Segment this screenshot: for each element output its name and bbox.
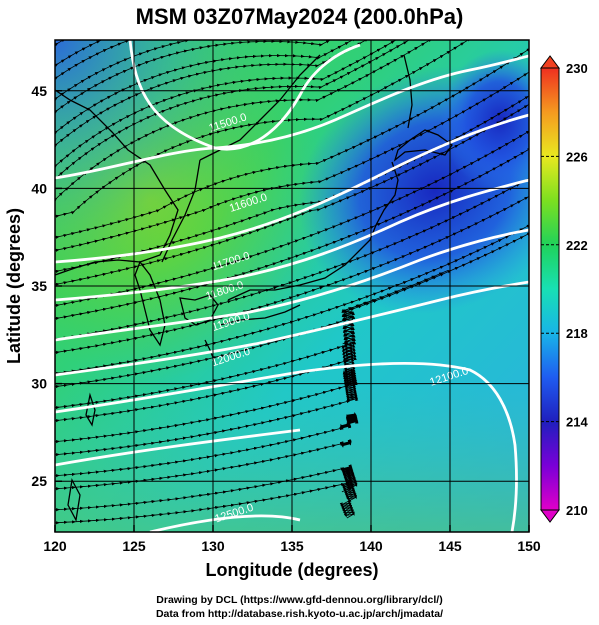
colorbar-tick-label: 230 bbox=[566, 61, 588, 76]
y-axis-label: Latitude (degrees) bbox=[4, 208, 24, 364]
chart-title: MSM 03Z07May2024 (200.0hPa) bbox=[135, 4, 464, 29]
footer-credit-dcl: Drawing by DCL (https://www.gfd-dennou.o… bbox=[156, 594, 443, 606]
colorbar-min-arrow bbox=[540, 509, 560, 523]
height-contours bbox=[55, 40, 529, 532]
wind-streamlines bbox=[55, 40, 529, 525]
x-tick-label: 145 bbox=[438, 538, 462, 554]
x-tick-label: 140 bbox=[359, 538, 383, 554]
x-tick-label: 150 bbox=[517, 538, 541, 554]
y-tick-label: 30 bbox=[31, 376, 47, 392]
colorbar-tick-label: 222 bbox=[566, 238, 588, 253]
y-tick-label: 25 bbox=[31, 473, 47, 489]
x-tick-label: 120 bbox=[43, 538, 67, 554]
colorbar-bar bbox=[540, 67, 560, 511]
colorbar-tick-label: 226 bbox=[566, 149, 588, 164]
y-tick-label: 40 bbox=[31, 180, 47, 196]
y-tick-label: 45 bbox=[31, 83, 47, 99]
x-tick-label: 135 bbox=[280, 538, 304, 554]
streamline bbox=[55, 479, 357, 525]
colorbar-ticks: 210 214 218 222 226 230 bbox=[541, 61, 588, 518]
y-tick-label: 35 bbox=[31, 278, 47, 294]
x-axis-label: Longitude (degrees) bbox=[205, 560, 378, 580]
y-axis-ticks: 25 30 35 40 45 bbox=[31, 83, 62, 489]
colorbar-tick-label: 218 bbox=[566, 326, 588, 341]
footer-credit-data: Data from http://database.rish.kyoto-u.a… bbox=[155, 608, 444, 620]
x-tick-label: 130 bbox=[201, 538, 225, 554]
colorbar-max-arrow bbox=[540, 55, 560, 69]
x-axis-ticks: 120 125 130 135 140 145 150 bbox=[43, 525, 541, 554]
lat-lon-grid bbox=[55, 40, 529, 532]
colorbar: 210 214 218 222 226 230 bbox=[540, 55, 588, 523]
colorbar-tick-label: 210 bbox=[566, 503, 588, 518]
colorbar-tick-label: 214 bbox=[566, 415, 588, 430]
x-tick-label: 125 bbox=[122, 538, 146, 554]
